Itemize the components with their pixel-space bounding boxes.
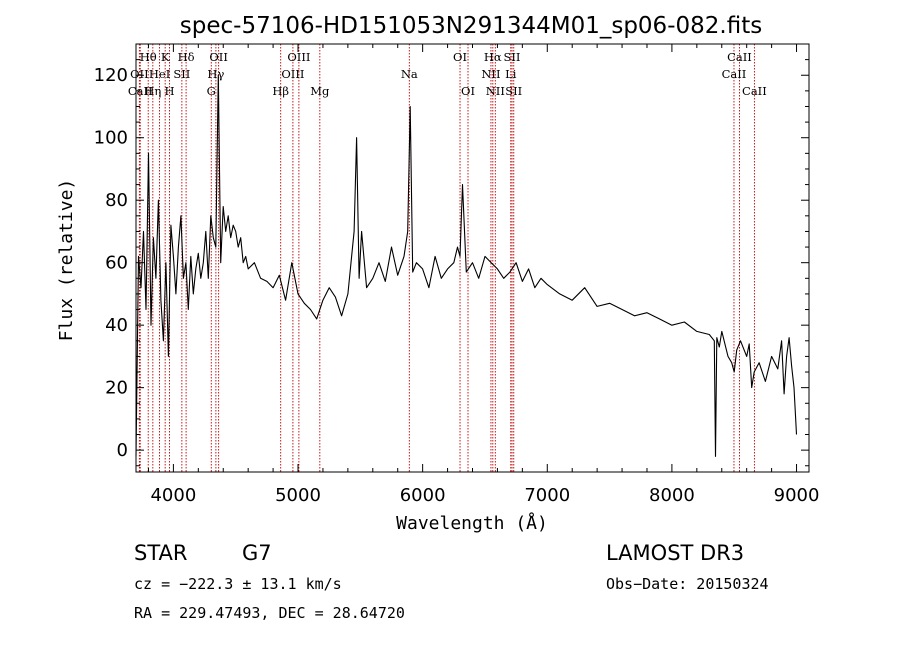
line-label-10: Hγ (207, 67, 224, 81)
line-label-3: Hη (144, 84, 161, 98)
line-label-12: Hβ (272, 84, 289, 98)
line-label-7: SII (173, 67, 190, 81)
y-tick-label-0: 0 (117, 440, 128, 461)
object-subclass: G7 (242, 541, 272, 565)
line-label-14: OIII (287, 50, 310, 64)
coordinates: RA = 229.47493, DEC = 28.64720 (134, 604, 405, 622)
chart-title: spec-57106-HD151053N291344M01_sp06-082.f… (180, 13, 762, 39)
y-tick-label-2: 40 (105, 315, 128, 336)
line-label-9: G (207, 84, 216, 98)
line-label-5: K (161, 50, 170, 64)
line-label-16: Na (401, 67, 418, 81)
x-tick-label-3: 7000 (524, 485, 570, 506)
line-label-4: HeI (149, 67, 170, 81)
line-label-21: NII (486, 84, 505, 98)
line-label-2: CaII (128, 84, 153, 98)
emission-lines (138, 44, 755, 472)
object-class: STAR (134, 541, 187, 565)
line-label-15: Mg (310, 84, 330, 98)
x-tick-label-1: 5000 (275, 485, 321, 506)
line-label-27: CaII (742, 84, 767, 98)
line-label-18: OI (461, 84, 475, 98)
y-tick-label-5: 100 (94, 128, 128, 149)
line-labels: HθOIICaIIHηHeIKHSIIHδGHγOIIHβOIIIOIIIMgN… (128, 50, 767, 98)
redshift-velocity: cz = −222.3 ± 13.1 km/s (134, 575, 342, 593)
line-label-17: OI (453, 50, 467, 64)
x-tick-label-2: 6000 (400, 485, 446, 506)
line-label-0: Hθ (140, 50, 157, 64)
line-label-13: OIII (281, 67, 304, 81)
line-label-20: Hα (484, 50, 502, 64)
y-tick-label-1: 20 (105, 378, 128, 399)
plot-frame (135, 43, 810, 473)
line-label-22: Li (505, 67, 517, 81)
line-label-23: SII (504, 50, 521, 64)
survey-name: LAMOST DR3 (606, 541, 744, 565)
line-label-8: Hδ (178, 50, 195, 64)
observation-date: Obs−Date: 20150324 (606, 575, 769, 593)
x-tick-label-5: 9000 (774, 485, 820, 506)
spectrum-line (135, 74, 798, 457)
line-label-6: H (165, 84, 175, 98)
x-tick-label-0: 4000 (150, 485, 196, 506)
x-tick-label-4: 8000 (649, 485, 695, 506)
x-axis-label: Wavelength (Å) (396, 512, 548, 534)
line-label-1: OII (130, 67, 149, 81)
x-axis-ticks: 4000 5000 6000 7000 8000 9000 (147, 44, 820, 506)
line-label-24: SII (505, 84, 522, 98)
y-tick-label-4: 80 (105, 190, 128, 211)
y-axis-ticks: 0 20 40 60 80 100 120 (94, 59, 809, 467)
y-tick-label-6: 120 (94, 65, 128, 86)
y-axis-label: Flux (relative) (56, 179, 77, 342)
y-tick-label-3: 60 (105, 253, 128, 274)
line-label-25: CaII (722, 67, 747, 81)
line-label-26: CaII (727, 50, 752, 64)
line-label-19: NII (481, 67, 500, 81)
line-label-11: OII (209, 50, 228, 64)
